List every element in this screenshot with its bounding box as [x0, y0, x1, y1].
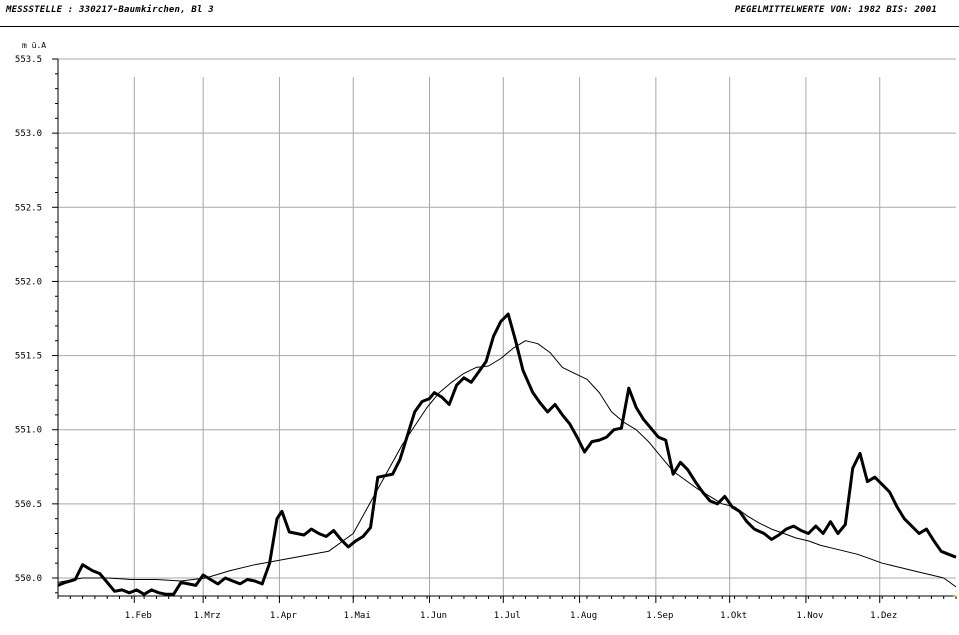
x-tick-label: 1.Aug	[570, 611, 597, 621]
y-axis-label: m ü.A	[22, 41, 47, 50]
x-tick-label: 1.Apr	[270, 611, 298, 621]
axes	[52, 58, 957, 603]
station-title: MESSSTELLE : 330217-Baumkirchen, Bl 3	[6, 5, 214, 15]
x-tick-label: 1.Feb	[125, 611, 152, 621]
y-tick-label: 553.5	[15, 55, 42, 65]
y-tick-label: 550.0	[15, 574, 42, 584]
x-tick-label: 1.Dez	[870, 611, 897, 621]
y-tick-label: 552.5	[15, 203, 42, 213]
series-lines	[57, 312, 957, 596]
series-line-thick	[57, 312, 957, 596]
y-tick-label: 550.5	[15, 500, 42, 510]
y-tick-label: 551.5	[15, 352, 42, 362]
x-tick-label: 1.Mrz	[194, 611, 221, 621]
x-tick-label: 1.Jun	[420, 611, 447, 621]
x-tick-label: 1.Okt	[720, 611, 747, 621]
tick-labels: 550.0 550.5 551.0 551.5 552.0 552.5 553.0 553.5…	[15, 55, 897, 621]
y-tick-label: 553.0	[15, 129, 42, 139]
period-title: PEGELMITTELWERTE VON: 1982 BIS: 2001	[734, 5, 937, 15]
x-tick-label: 1.Mai	[344, 611, 371, 621]
y-tick-label: 551.0	[15, 426, 42, 436]
x-tick-label: 1.Jul	[494, 611, 521, 621]
y-tick-label: 552.0	[15, 277, 42, 287]
x-tick-label: 1.Sep	[646, 611, 673, 621]
series-line-thin	[57, 340, 957, 588]
grid-lines	[58, 58, 956, 596]
x-tick-label: 1.Nov	[796, 611, 823, 621]
chart-header: MESSSTELLE : 330217-Baumkirchen, Bl 3 PE…	[0, 0, 959, 27]
